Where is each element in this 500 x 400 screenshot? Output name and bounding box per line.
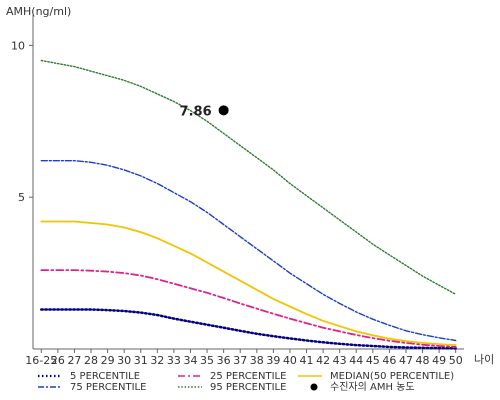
x-tick-label: 41 — [300, 354, 314, 367]
series-line-4 — [40, 159, 457, 342]
legend-item: 수진자의 AMH 농도 — [310, 381, 415, 393]
x-tick-label: 39 — [266, 354, 280, 367]
legend-label: 75 PERCENTILE — [70, 382, 146, 393]
series-line-2 — [40, 269, 457, 348]
y-tick-label: 10 — [11, 39, 25, 52]
x-tick-label: 49 — [432, 354, 446, 367]
legend-item: 75 PERCENTILE — [38, 382, 146, 393]
x-tick-label: 36 — [217, 354, 231, 367]
x-tick-label: 26 — [51, 354, 65, 367]
x-tick-label: 37 — [233, 354, 247, 367]
legend-label: MEDIAN(50 PERCENTILE) — [330, 371, 454, 382]
legend-item: MEDIAN(50 PERCENTILE) — [298, 371, 454, 382]
x-tick-label: 27 — [67, 354, 81, 367]
x-tick-label: 28 — [84, 354, 98, 367]
x-tick-label: 35 — [200, 354, 214, 367]
x-tick-label: 46 — [382, 354, 396, 367]
legend-item: 95 PERCENTILE — [178, 382, 286, 393]
y-axis-label: AMH(ng/ml) — [6, 5, 71, 18]
x-axis-label: 나이 — [474, 353, 494, 366]
series-line-3 — [40, 220, 457, 347]
x-tick-label: 42 — [316, 354, 330, 367]
series-line-5 — [40, 59, 457, 295]
x-tick-label: 34 — [183, 354, 197, 367]
legend-item: 5 PERCENTILE — [38, 371, 140, 382]
x-tick-label: 33 — [167, 354, 181, 367]
series-line-1 — [40, 308, 457, 350]
x-tick-label: 44 — [349, 354, 363, 367]
x-tick-label: 38 — [250, 354, 264, 367]
legend-marker-swatch — [310, 383, 318, 391]
x-tick-label: 48 — [416, 354, 430, 367]
x-tick-label: 43 — [333, 354, 347, 367]
legend-label: 5 PERCENTILE — [70, 371, 140, 382]
x-tick-label: 30 — [117, 354, 131, 367]
patient-amh-marker — [218, 105, 229, 116]
legend-item: 25 PERCENTILE — [178, 371, 286, 382]
x-tick-label: 16-25 — [25, 354, 57, 367]
legend-label: 수진자의 AMH 농도 — [330, 381, 415, 393]
legend-label: 95 PERCENTILE — [210, 382, 286, 393]
x-tick-label: 32 — [150, 354, 164, 367]
y-tick-label: 5 — [18, 191, 25, 204]
x-tick-label: 45 — [366, 354, 380, 367]
x-tick-label: 29 — [101, 354, 115, 367]
x-tick-label: 31 — [134, 354, 148, 367]
x-tick-label: 50 — [449, 354, 463, 367]
patient-amh-value: 7.86 — [180, 104, 212, 119]
legend-label: 25 PERCENTILE — [210, 371, 286, 382]
x-tick-label: 47 — [399, 354, 413, 367]
x-tick-label: 40 — [283, 354, 297, 367]
